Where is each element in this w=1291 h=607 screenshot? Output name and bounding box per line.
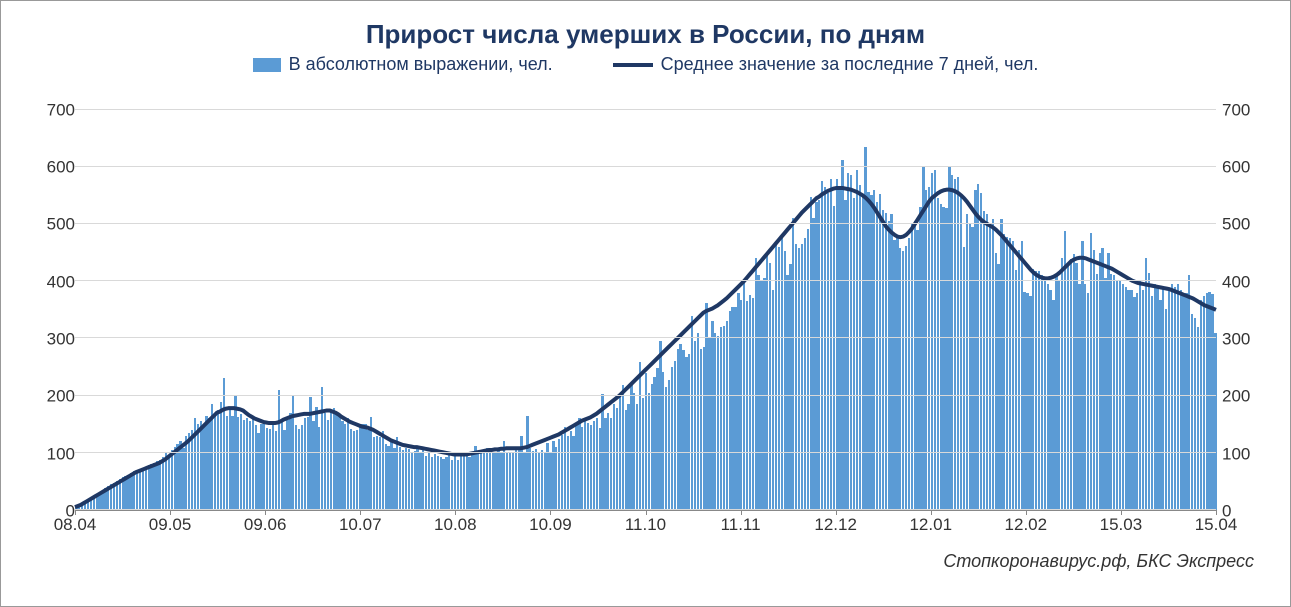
legend: В абсолютном выражении, чел. Среднее зна… <box>31 54 1260 75</box>
grid-line <box>75 452 1216 453</box>
y-tick-label: 200 <box>31 388 75 405</box>
chart-title: Прирост числа умерших в России, по дням <box>31 19 1260 50</box>
y-tick-label: 500 <box>1222 216 1266 233</box>
x-tick-label: 11.10 <box>625 515 666 535</box>
x-tick-label: 09.06 <box>244 515 287 535</box>
grid-line <box>75 166 1216 167</box>
x-tick-label: 12.02 <box>1005 515 1048 535</box>
x-axis: 08.0409.0509.0610.0710.0810.0911.1011.11… <box>75 511 1216 537</box>
grid-line <box>75 109 1216 110</box>
legend-item-line: Среднее значение за последние 7 дней, че… <box>613 54 1039 75</box>
x-tick-label: 09.05 <box>149 515 192 535</box>
y-tick-label: 100 <box>31 445 75 462</box>
y-tick-label: 100 <box>1222 445 1266 462</box>
x-tick-label: 12.01 <box>909 515 952 535</box>
plot-wrap: 0100200300400500600700 01002003004005006… <box>31 81 1260 511</box>
grid-line <box>75 223 1216 224</box>
y-tick-label: 700 <box>31 101 75 118</box>
y-tick-label: 700 <box>1222 101 1266 118</box>
line-layer <box>75 81 1216 510</box>
x-tick-label: 11.11 <box>721 515 761 535</box>
x-tick-label: 08.04 <box>54 515 97 535</box>
legend-item-bar: В абсолютном выражении, чел. <box>253 54 553 75</box>
plot-area <box>75 81 1216 511</box>
x-tick-label: 15.04 <box>1195 515 1238 535</box>
y-tick-label: 600 <box>31 159 75 176</box>
x-tick-label: 10.08 <box>434 515 477 535</box>
grid-line <box>75 337 1216 338</box>
chart-container: Прирост числа умерших в России, по дням … <box>0 0 1291 607</box>
y-tick-label: 300 <box>1222 331 1266 348</box>
line-swatch-icon <box>613 63 653 67</box>
x-tick-label: 10.09 <box>529 515 572 535</box>
y-tick-label: 400 <box>31 273 75 290</box>
source-text: Стопкоронавирус.рф, БКС Экспресс <box>31 551 1260 572</box>
avg-line <box>75 188 1216 507</box>
x-tick-label: 12.12 <box>814 515 857 535</box>
x-tick-label: 10.07 <box>339 515 382 535</box>
y-tick-label: 300 <box>31 331 75 348</box>
x-tick-label: 15.03 <box>1100 515 1143 535</box>
y-axis-right: 0100200300400500600700 <box>1216 81 1260 511</box>
grid-line <box>75 280 1216 281</box>
legend-line-label: Среднее значение за последние 7 дней, че… <box>661 54 1039 75</box>
y-axis-left: 0100200300400500600700 <box>31 81 75 511</box>
y-tick-label: 400 <box>1222 273 1266 290</box>
grid-line <box>75 395 1216 396</box>
bar-swatch-icon <box>253 58 281 72</box>
y-tick-label: 200 <box>1222 388 1266 405</box>
legend-bar-label: В абсолютном выражении, чел. <box>289 54 553 75</box>
y-tick-label: 500 <box>31 216 75 233</box>
y-tick-label: 600 <box>1222 159 1266 176</box>
